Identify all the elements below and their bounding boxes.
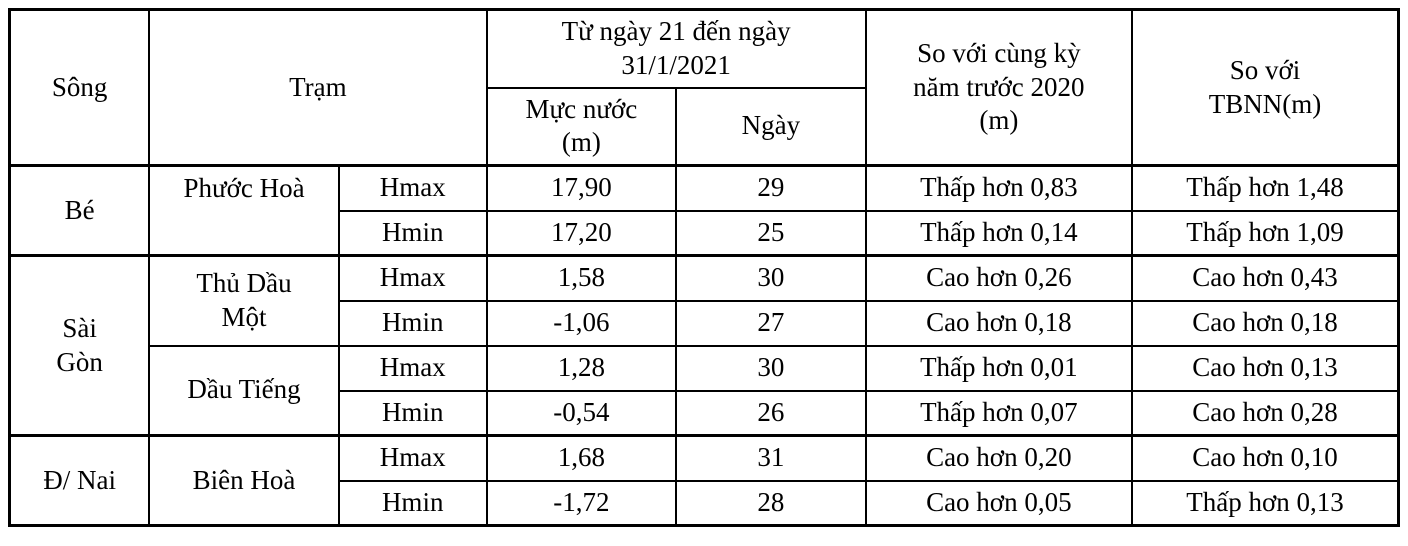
day-cell: 25 [675, 209, 867, 257]
table-row-saigon-dt-hmin: Hmin -0,54 26 Thấp hơn 0,07 Cao hơn 0,28 [10, 389, 1400, 437]
header-row-sub: Mực nước (m) Ngày [10, 86, 1399, 167]
column-header-vs-2020: So với cùng kỳ năm trước 2020 (m) [864, 8, 1133, 167]
level-type-cell: Hmin [337, 209, 488, 257]
water-level-cell: -1,06 [485, 299, 678, 347]
table-body: Bé Phước Hoà Hmax 17,90 29 Thấp hơn 0,83… [8, 164, 1400, 527]
column-header-water-level-label: Mực nước (m) [525, 93, 638, 158]
water-level-cell: 17,90 [485, 164, 678, 212]
day-cell: 30 [675, 344, 867, 392]
day-cell: 26 [675, 389, 867, 437]
river-label: Sài Gòn [56, 312, 103, 377]
level-type-cell: Hmax [337, 254, 488, 302]
column-header-river: Sông [8, 8, 151, 167]
water-level-cell: 17,20 [485, 209, 678, 257]
day-cell: 28 [675, 479, 867, 527]
vs-tbnn-cell: Cao hơn 0,18 [1130, 299, 1400, 347]
day-cell: 27 [675, 299, 867, 347]
vs-2020-cell: Thấp hơn 0,83 [864, 164, 1133, 212]
table-row-saigon-dt-hmax: Dầu Tiếng Hmax 1,28 30 Thấp hơn 0,01 Cao… [10, 344, 1400, 437]
column-header-station: Trạm [148, 8, 488, 167]
vs-tbnn-cell: Thấp hơn 1,48 [1130, 164, 1400, 212]
water-level-cell: 1,28 [485, 344, 678, 392]
table-row-saigon-tdm-hmax: Sài Gòn Thủ Dầu Một Hmax 1,58 30 Cao hơn… [8, 254, 1400, 437]
river-cell-sai-gon: Sài Gòn [8, 254, 151, 437]
vs-tbnn-cell: Cao hơn 0,13 [1130, 344, 1400, 392]
level-type-cell: Hmax [337, 164, 488, 212]
table-row-be-hmax: Bé Phước Hoà Hmax 17,90 29 Thấp hơn 0,83… [8, 164, 1400, 257]
column-header-vs-2020-label: So với cùng kỳ năm trước 2020 (m) [913, 37, 1085, 136]
vs-tbnn-cell: Cao hơn 0,10 [1130, 434, 1400, 482]
level-type-cell: Hmin [337, 299, 488, 347]
vs-2020-cell: Cao hơn 0,05 [864, 479, 1133, 527]
vs-2020-cell: Thấp hơn 0,14 [864, 209, 1133, 257]
vs-tbnn-cell: Cao hơn 0,28 [1130, 389, 1400, 437]
vs-2020-cell: Thấp hơn 0,01 [864, 344, 1133, 392]
station-cell-bien-hoa: Biên Hoà [148, 434, 340, 527]
level-type-cell: Hmax [337, 434, 488, 482]
river-cell-d-nai: Đ/ Nai [8, 434, 151, 527]
vs-tbnn-cell: Thấp hơn 0,13 [1130, 479, 1400, 527]
vs-tbnn-cell: Cao hơn 0,43 [1130, 254, 1400, 302]
water-level-cell: -0,54 [485, 389, 678, 437]
table-row-dnai-hmin: Hmin -1,72 28 Cao hơn 0,05 Thấp hơn 0,13 [10, 479, 1400, 527]
level-type-cell: Hmax [337, 344, 488, 392]
vs-2020-cell: Cao hơn 0,26 [864, 254, 1133, 302]
day-cell: 31 [675, 434, 867, 482]
table-row-saigon-tdm-hmin: Hmin -1,06 27 Cao hơn 0,18 Cao hơn 0,18 [10, 299, 1400, 347]
column-header-day: Ngày [675, 86, 867, 167]
vs-tbnn-cell: Thấp hơn 1,09 [1130, 209, 1400, 257]
water-level-cell: 1,68 [485, 434, 678, 482]
vs-2020-cell: Thấp hơn 0,07 [864, 389, 1133, 437]
station-cell-phuoc-hoa: Phước Hoà [148, 164, 340, 257]
vs-2020-cell: Cao hơn 0,18 [864, 299, 1133, 347]
station-cell-thu-dau-mot: Thủ Dầu Một [148, 254, 340, 347]
level-type-cell: Hmin [337, 479, 488, 527]
vs-2020-cell: Cao hơn 0,20 [864, 434, 1133, 482]
station-cell-dau-tieng: Dầu Tiếng [148, 344, 340, 437]
column-header-vs-tbnn-label: So với TBNN(m) [1208, 54, 1322, 119]
river-cell-be: Bé [8, 164, 151, 257]
table-header: Sông Trạm Từ ngày 21 đến ngày 31/1/2021 … [8, 8, 1400, 167]
day-cell: 29 [675, 164, 867, 212]
column-header-vs-tbnn: So với TBNN(m) [1130, 8, 1400, 167]
column-header-period-label: Từ ngày 21 đến ngày 31/1/2021 [561, 16, 791, 80]
water-level-cell: 1,58 [485, 254, 678, 302]
header-row-top: Sông Trạm Từ ngày 21 đến ngày 31/1/2021 … [8, 8, 1400, 167]
water-level-cell: -1,72 [485, 479, 678, 527]
column-header-period: Từ ngày 21 đến ngày 31/1/2021 [485, 8, 867, 89]
station-label: Thủ Dầu Một [196, 268, 292, 332]
day-cell: 30 [675, 254, 867, 302]
table-row-be-hmin: Hmin 17,20 25 Thấp hơn 0,14 Thấp hơn 1,0… [10, 209, 1400, 257]
level-type-cell: Hmin [337, 389, 488, 437]
table-row-dnai-hmax: Đ/ Nai Biên Hoà Hmax 1,68 31 Cao hơn 0,2… [8, 434, 1400, 527]
water-level-table: Sông Trạm Từ ngày 21 đến ngày 31/1/2021 … [8, 8, 1400, 527]
column-header-water-level: Mực nước (m) [485, 86, 678, 167]
